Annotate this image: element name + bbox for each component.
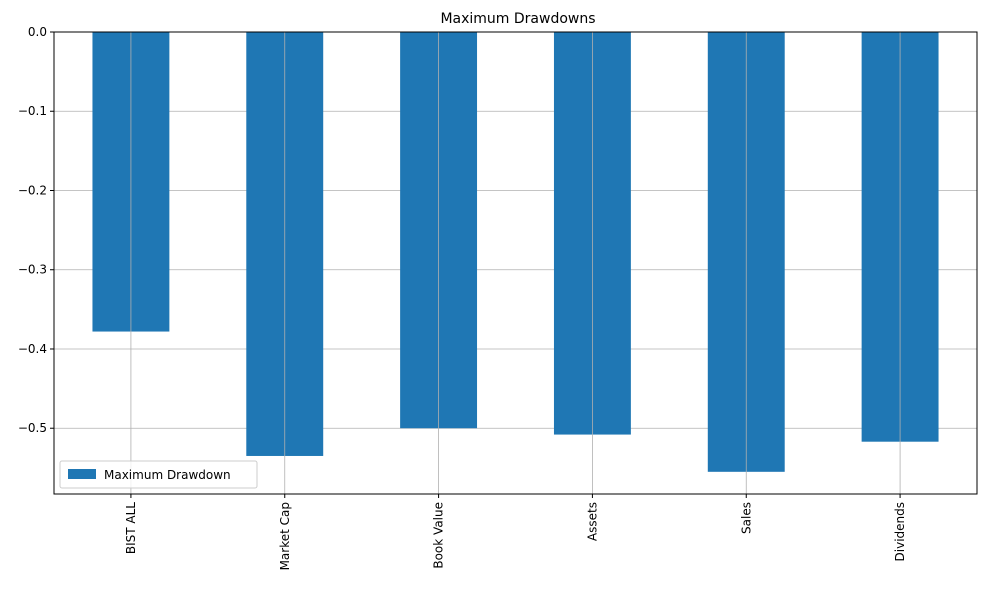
y-tick-label: −0.5 <box>18 421 47 435</box>
legend: Maximum Drawdown <box>59 460 258 489</box>
axes-frame <box>53 31 978 495</box>
x-axis: BIST ALL Market Cap Book Value Assets Sales D… <box>124 494 907 570</box>
y-tick-label: −0.3 <box>18 263 47 277</box>
y-tick-label: −0.2 <box>18 183 47 197</box>
x-tick-label: Sales <box>739 502 753 534</box>
y-tick-label: −0.4 <box>18 342 47 356</box>
legend-swatch <box>68 469 96 479</box>
x-tick-label: Assets <box>585 502 599 541</box>
bars-layer <box>92 32 939 472</box>
y-tick-label: −0.1 <box>18 104 47 118</box>
y-tick-label: 0.0 <box>28 25 47 39</box>
grid-layer <box>54 31 977 429</box>
x-tick-label: BIST ALL <box>124 502 138 554</box>
x-tick-label: Book Value <box>432 502 446 569</box>
x-grid-layer <box>130 32 901 494</box>
legend-box <box>59 460 258 489</box>
legend-label: Maximum Drawdown <box>104 468 231 482</box>
x-tick-label: Dividends <box>893 502 907 561</box>
chart-title: Maximum Drawdowns <box>440 11 595 27</box>
x-tick-label: Market Cap <box>278 502 292 570</box>
y-axis: 0.0 −0.1 −0.2 −0.3 −0.4 −0.5 <box>18 25 54 435</box>
